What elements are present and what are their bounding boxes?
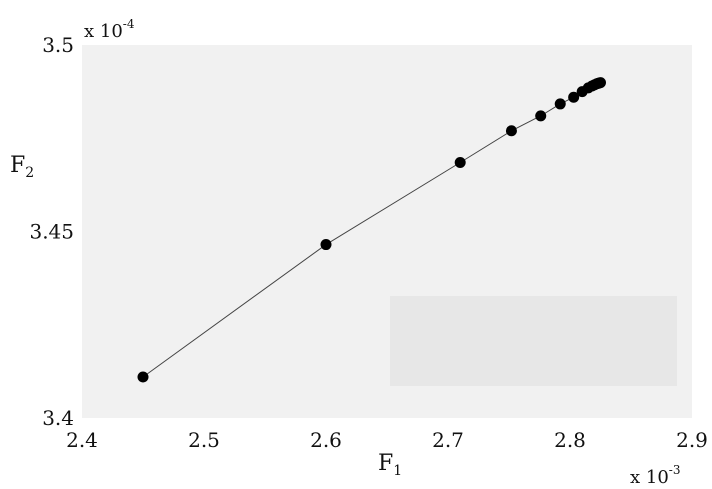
y-axis-label: F2 xyxy=(10,153,34,181)
data-point xyxy=(320,239,332,251)
data-point xyxy=(505,125,517,137)
x-multiplier-base: x 10 xyxy=(630,467,669,488)
y-axis-multiplier: x 10-4 xyxy=(84,17,135,42)
series-points xyxy=(137,77,606,383)
y-multiplier-exponent: -4 xyxy=(123,17,135,31)
x-axis-multiplier: x 10-3 xyxy=(630,463,680,488)
x-tick-label: 2.9 xyxy=(676,428,708,452)
x-multiplier-exponent: -3 xyxy=(669,463,681,477)
y-axis-label-subscript: 2 xyxy=(25,165,34,181)
x-axis-ticks: 2.4 2.5 2.6 2.7 2.8 2.9 xyxy=(66,428,708,452)
y-axis-label-base: F xyxy=(10,153,25,178)
x-tick-label: 2.8 xyxy=(554,428,586,452)
data-point xyxy=(554,98,566,110)
x-tick-label: 2.4 xyxy=(66,428,98,452)
x-axis-label-subscript: 1 xyxy=(393,463,402,479)
data-point xyxy=(137,371,149,383)
data-point xyxy=(568,91,580,103)
x-tick-label: 2.5 xyxy=(188,428,220,452)
x-tick-label: 2.7 xyxy=(432,428,464,452)
y-tick-label: 3.5 xyxy=(42,33,74,57)
y-tick-label: 3.4 xyxy=(42,406,74,430)
data-point xyxy=(535,110,547,122)
x-axis-label: F1 xyxy=(378,451,402,479)
data-point xyxy=(454,156,466,168)
x-tick-label: 2.6 xyxy=(310,428,342,452)
plot-shade-patch xyxy=(390,296,677,386)
data-point xyxy=(595,77,606,89)
y-tick-label: 3.45 xyxy=(29,220,74,244)
y-axis-ticks: 3.4 3.45 3.5 xyxy=(29,33,74,430)
x-axis-label-base: F xyxy=(378,451,393,476)
y-multiplier-base: x 10 xyxy=(84,21,123,42)
